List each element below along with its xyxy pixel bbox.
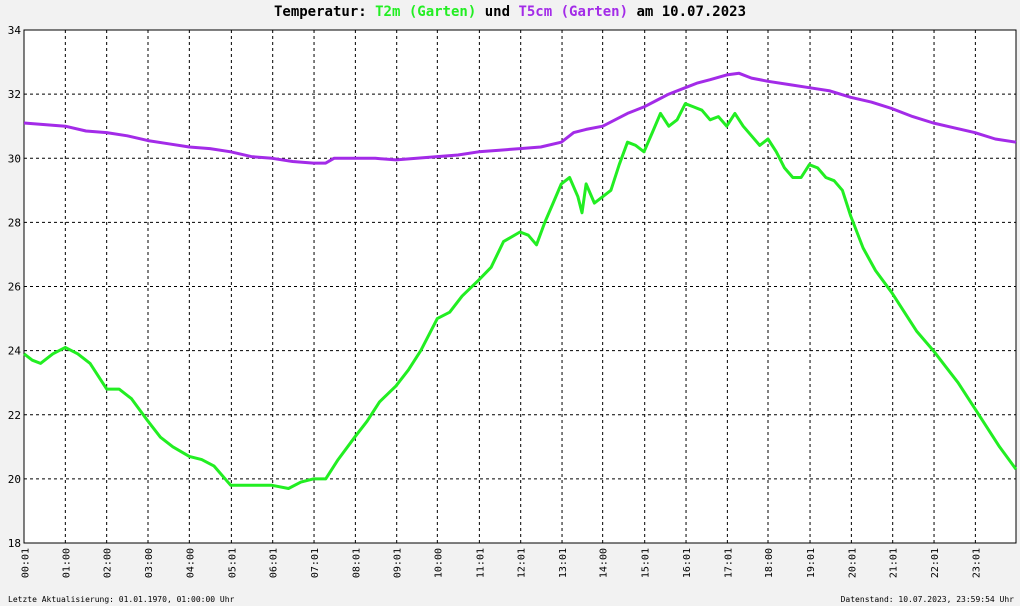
x-tick-label: 03:00	[144, 548, 155, 578]
x-tick-label: 15:01	[641, 548, 652, 578]
x-tick-label: 05:01	[227, 548, 238, 578]
x-tick-label: 13:01	[558, 548, 569, 578]
y-tick-label: 30	[8, 152, 21, 165]
x-tick-label: 09:01	[393, 548, 404, 578]
x-tick-label: 04:00	[185, 548, 196, 578]
x-tick-label: 19:01	[806, 548, 817, 578]
x-tick-label: 18:00	[764, 548, 775, 578]
series-line-t5cm	[23, 71, 1017, 165]
title-series-t2m: T2m (Garten)	[375, 4, 477, 20]
series-line-t2m	[23, 102, 1018, 490]
x-tick-label: 21:01	[889, 548, 900, 578]
chart-title: Temperatur: T2m (Garten) und T5cm (Garte…	[0, 4, 1020, 20]
plot-area	[24, 30, 1016, 543]
x-tick-label: 23:01	[971, 548, 982, 578]
x-tick-label: 17:01	[723, 548, 734, 578]
title-prefix: Temperatur:	[273, 4, 376, 20]
title-mid: und	[476, 4, 519, 20]
x-tick-label: 01:00	[61, 548, 72, 578]
x-tick-label: 02:00	[103, 548, 114, 578]
title-suffix: am 10.07.2023	[628, 4, 747, 20]
y-tick-label: 22	[8, 409, 21, 422]
x-tick-label: 14:00	[599, 548, 610, 578]
plot-border	[23, 29, 1017, 544]
y-tick-label: 34	[8, 24, 22, 37]
x-tick-label: 06:01	[269, 548, 280, 578]
x-tick-label: 11:01	[475, 548, 486, 578]
y-tick-label: 20	[8, 473, 21, 486]
x-tick-label: 07:01	[310, 548, 321, 578]
x-tick-label: 00:01	[21, 548, 32, 578]
x-tick-label: 16:01	[682, 548, 693, 578]
y-tick-label: 24	[8, 345, 22, 358]
title-series-t5cm: T5cm (Garten)	[518, 4, 629, 20]
x-tick-label: 12:01	[517, 548, 528, 578]
x-tick-label: 22:01	[930, 548, 941, 578]
y-tick-label: 28	[8, 216, 21, 229]
last-update-text: Letzte Aktualisierung: 01.01.1970, 01:00…	[8, 595, 235, 604]
x-tick-label: 20:01	[847, 548, 858, 578]
x-tick-label: 10:00	[433, 548, 444, 578]
y-tick-label: 26	[8, 281, 21, 294]
y-tick-label: 32	[8, 88, 21, 101]
x-tick-label: 08:01	[351, 548, 362, 578]
data-status-text: Datenstand: 10.07.2023, 23:59:54 Uhr	[840, 595, 1014, 604]
y-tick-label: 18	[8, 537, 21, 550]
